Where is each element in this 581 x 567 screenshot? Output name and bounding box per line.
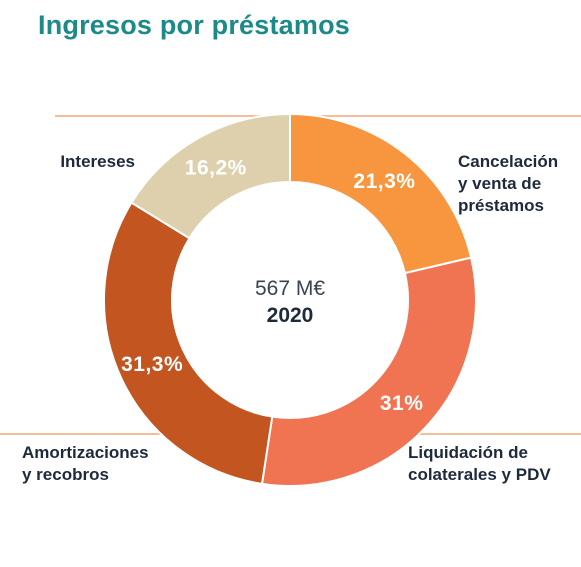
category-label-line: colaterales y PDV <box>408 465 551 484</box>
category-labels: Cancelación y venta de préstamos Liquidació… <box>22 152 558 484</box>
category-label-line: Amortizaciones <box>22 443 149 462</box>
category-label-line: y venta de <box>458 174 541 193</box>
donut-slices <box>103 112 477 487</box>
pct-label-cancelacion-y-venta-de-prestamos: 21,3% <box>353 170 415 193</box>
category-label-line: y recobros <box>22 465 109 484</box>
chart-title: Ingresos por préstamos <box>38 10 350 40</box>
slice-cancelacion-y-venta-de-prestamos <box>289 112 473 275</box>
center-year: 2020 <box>267 304 314 327</box>
leader-lines <box>0 115 581 435</box>
category-label-amortizaciones-y-recobros: Amortizaciones y recobros <box>22 443 149 484</box>
percentage-labels: 21,3% 31% 31,3% 16,2% <box>121 156 423 415</box>
pct-label-amortizaciones-y-recobros: 31,3% <box>121 353 183 376</box>
pct-label-intereses: 16,2% <box>185 156 247 179</box>
slice-intereses <box>130 112 291 240</box>
category-label-line: Cancelación <box>458 152 558 171</box>
pct-label-liquidacion-de-colaterales-y-pdv: 31% <box>380 392 424 415</box>
category-label-line: Intereses <box>60 152 135 171</box>
category-label-intereses: Intereses <box>60 152 135 171</box>
category-label-line: Liquidación de <box>408 443 528 462</box>
slice-liquidacion-de-colaterales-y-pdv <box>260 256 477 487</box>
center-total: 567 M€ <box>255 277 325 300</box>
category-label-line: préstamos <box>458 196 544 215</box>
category-label-liquidacion-de-colaterales-y-pdv: Liquidación de colaterales y PDV <box>408 443 551 484</box>
category-label-cancelacion-y-venta-de-prestamos: Cancelación y venta de préstamos <box>458 152 558 215</box>
slice-amortizaciones-y-recobros <box>103 201 274 486</box>
